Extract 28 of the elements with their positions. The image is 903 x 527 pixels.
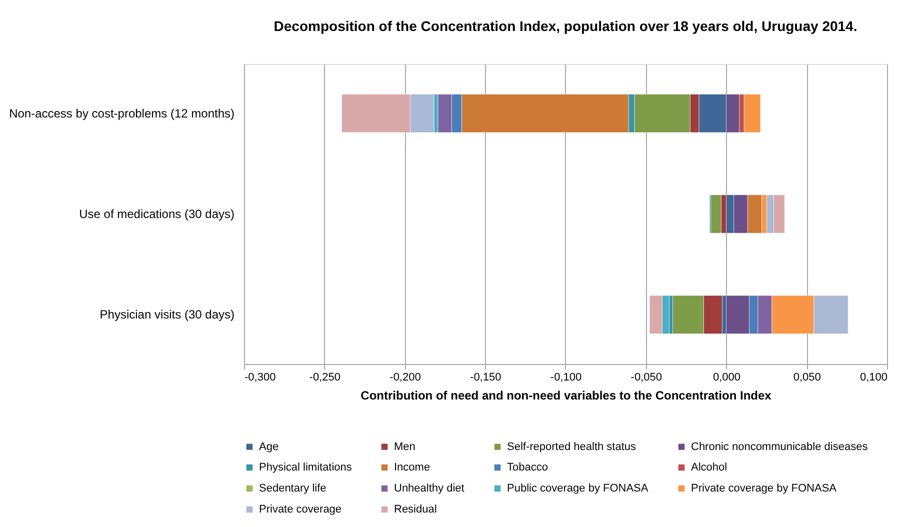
x-tick-label: 0,000: [712, 372, 741, 384]
x-tick-label: -0,200: [390, 372, 421, 384]
legend-label: Sedentary life: [259, 482, 326, 494]
x-tick-label: 0,100: [860, 372, 888, 384]
legend-label: Age: [259, 440, 279, 453]
x-tick-label: -0,250: [309, 372, 340, 384]
legend-label: Private coverage: [259, 504, 342, 516]
legend-label: Unhealthy diet: [394, 482, 464, 494]
chart-title: Decomposition of the Concentration Index, population over 18 years old, Uruguay 2014.: [274, 18, 858, 34]
x-tick-label: -0,100: [550, 372, 582, 384]
legend-label: Self-reported health status: [507, 440, 637, 453]
legend-label: Public coverage by FONASA: [507, 482, 649, 494]
y-tick-label: Use of medications (30 days): [79, 207, 234, 221]
legend-label: Men: [394, 440, 416, 453]
x-axis-title: Contribution of need and non-need variables to the Concentration Index: [360, 388, 772, 402]
legend-label: Private coverage by FONASA: [691, 482, 838, 494]
legend-label: Residual: [394, 504, 437, 516]
legend-label: Alcohol: [691, 462, 728, 474]
x-tick-label: -0,300: [244, 372, 276, 384]
x-tick-label: -0,150: [470, 372, 502, 384]
legend-label: Tobacco: [507, 462, 548, 474]
x-tick-label: -0,050: [630, 372, 662, 384]
legend-label: Physical limitations: [259, 462, 352, 474]
x-tick-label: 0,050: [793, 372, 821, 384]
legend-label: Chronic noncommunicable diseases: [691, 440, 868, 453]
y-tick-label: Physician visits (30 days): [100, 308, 234, 322]
legend-label: Income: [394, 462, 430, 474]
y-tick-label: Non-access by cost-problems (12 months): [9, 106, 234, 120]
